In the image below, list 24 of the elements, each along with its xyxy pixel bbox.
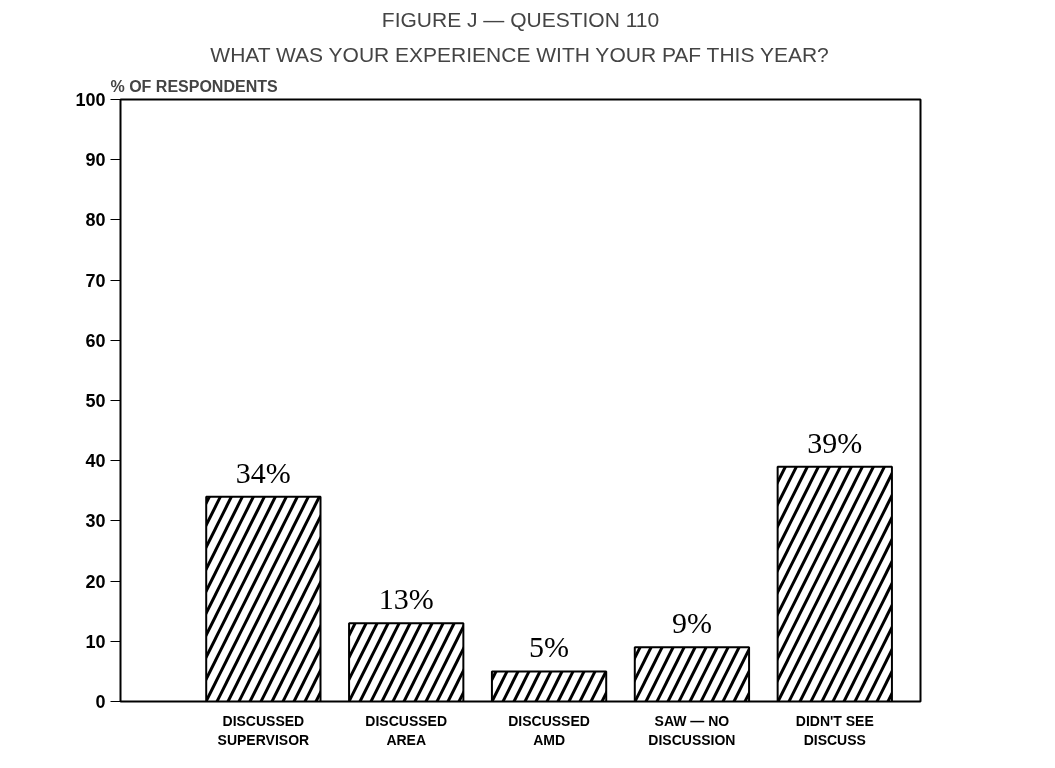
data-label: 13% [378,582,434,616]
y-tick-label: 10 [85,631,106,652]
x-tick-label: DISCUSSED SUPERVISOR [217,712,310,748]
y-tick-label: 0 [95,692,106,712]
y-axis-title: % OF RESPONDENTS [110,77,278,95]
y-tick-label: 70 [85,270,106,291]
x-tick-label: DIDN'T SEE DISCUSS [795,712,874,748]
chart-subtitle: WHAT WAS YOUR EXPERIENCE WITH YOUR PAF THIS YEAR? [210,42,829,66]
x-tick-label: SAW — NO DISCUSSION [648,712,736,748]
x-tick-label: DISCUSSED AREA [365,712,448,748]
y-tick-label: 90 [85,150,106,171]
data-label: 5% [529,630,570,664]
y-tick-label: 100 [75,90,106,110]
x-tick-label: DISCUSSED AMD [508,712,590,748]
y-tick-label: 20 [85,571,106,592]
data-label: 9% [671,606,712,640]
y-tick-label: 30 [85,511,106,532]
data-label: 39% [807,425,863,459]
y-tick-label: 60 [85,330,106,351]
data-label: 34% [235,455,291,489]
y-tick-label: 80 [85,210,106,231]
y-tick-label: 40 [85,451,106,472]
y-tick-label: 50 [85,391,106,411]
chart-title: FIGURE J — QUESTION 110 [381,7,660,31]
